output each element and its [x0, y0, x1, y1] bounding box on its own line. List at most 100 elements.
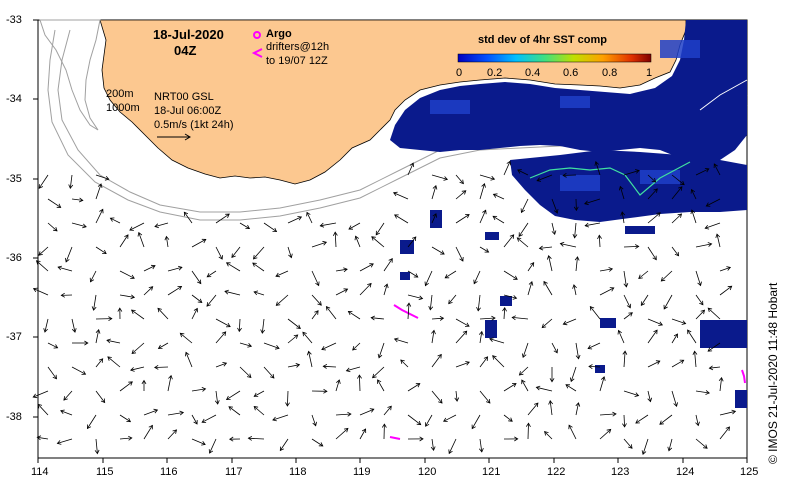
current-vector [248, 437, 265, 440]
current-vector-head [323, 388, 328, 394]
current-vector [57, 438, 73, 444]
current-vector [479, 210, 487, 224]
current-vector-head [484, 248, 490, 253]
current-vector [479, 331, 483, 344]
current-vector [455, 361, 470, 368]
current-vector [695, 270, 701, 286]
current-vector [143, 265, 156, 272]
current-vector [287, 364, 300, 368]
current-vector [527, 281, 533, 296]
current-vector [549, 400, 553, 416]
current-vector-head [509, 234, 515, 239]
current-vector [503, 234, 515, 248]
current-vector-head [245, 224, 251, 229]
current-vector-head [572, 284, 577, 289]
current-vector [473, 270, 481, 284]
current-vector [623, 390, 639, 396]
current-vector-head [635, 169, 640, 174]
current-vector-head [32, 393, 38, 399]
current-vector-head [332, 231, 338, 236]
current-vector [191, 388, 206, 392]
current-vector-head [569, 377, 575, 383]
current-vector [536, 174, 553, 182]
current-vector-head [394, 214, 399, 219]
current-vector-head [478, 330, 484, 336]
current-vector-head [246, 373, 252, 379]
axis-ticks [33, 19, 748, 463]
current-vector [544, 431, 553, 440]
current-vector [570, 366, 577, 382]
current-vector-head [130, 309, 136, 314]
current-vector [713, 163, 721, 176]
current-vector-head [565, 384, 571, 389]
current-vector [119, 381, 133, 392]
current-vector-head [492, 355, 497, 360]
current-vector [167, 375, 172, 392]
current-vector-head [201, 441, 206, 446]
current-vector-head [130, 274, 135, 279]
product-label: NRT00 GSL [154, 91, 214, 103]
current-vector [479, 183, 485, 200]
current-vector-head [314, 310, 319, 315]
current-vector-head [628, 312, 633, 317]
current-vector-head [177, 285, 183, 291]
current-vector [47, 222, 58, 232]
current-vector [106, 339, 121, 344]
current-vector-head [221, 331, 227, 336]
contour-1000-label: 1000m [106, 102, 140, 114]
current-vector [206, 294, 217, 307]
current-vector-head [587, 344, 593, 350]
current-vector [663, 294, 673, 310]
current-vector [587, 342, 601, 349]
current-vector-head [102, 249, 107, 255]
current-vector-head [322, 364, 328, 369]
current-vector [623, 351, 626, 368]
current-vector [560, 243, 577, 248]
current-vector-head [663, 304, 668, 310]
colorbar-tick-1: 0.2 [487, 67, 503, 79]
current-vector [706, 198, 721, 207]
colorbar-tick-4: 0.8 [602, 67, 618, 79]
map-date: 18-Jul-2020 [153, 27, 224, 42]
current-vector [479, 317, 496, 320]
current-vector-head [91, 306, 97, 311]
current-vector [503, 307, 506, 320]
current-vector-head [109, 217, 115, 222]
current-vector-head [704, 168, 710, 173]
current-vector [668, 438, 673, 451]
current-vector-head [443, 417, 448, 422]
current-vector [71, 222, 87, 228]
current-vector [671, 318, 686, 324]
current-vector-head [381, 423, 387, 428]
argo-marker-icon [253, 31, 261, 39]
current-vector-head [623, 282, 629, 288]
current-vector [455, 214, 470, 224]
current-vector [306, 212, 313, 224]
current-vector-head [208, 449, 214, 454]
current-vector [180, 332, 193, 344]
lat-tick-35: -35 [6, 173, 22, 185]
current-vector [647, 390, 651, 402]
current-vector-head [703, 444, 708, 449]
product-time: 18-Jul 06:00Z [154, 105, 222, 117]
current-vector [691, 209, 697, 224]
current-vector [224, 290, 241, 296]
current-vector-head [589, 305, 595, 311]
current-vector-head [124, 234, 129, 239]
current-vector [671, 246, 679, 257]
current-vector [588, 366, 601, 368]
current-vector [383, 283, 388, 296]
contour-200-label: 200m [106, 88, 134, 100]
current-vector [695, 294, 704, 306]
current-vector [517, 169, 529, 176]
current-vector-head [369, 263, 374, 268]
current-vector-head [572, 233, 578, 239]
current-vector [407, 270, 419, 278]
current-vector [215, 213, 230, 224]
current-vector-head [343, 288, 349, 293]
current-vector [167, 412, 184, 416]
current-vector-head [465, 361, 470, 366]
current-vector [493, 193, 505, 200]
current-vector [407, 236, 417, 248]
current-vector-head [68, 184, 74, 189]
